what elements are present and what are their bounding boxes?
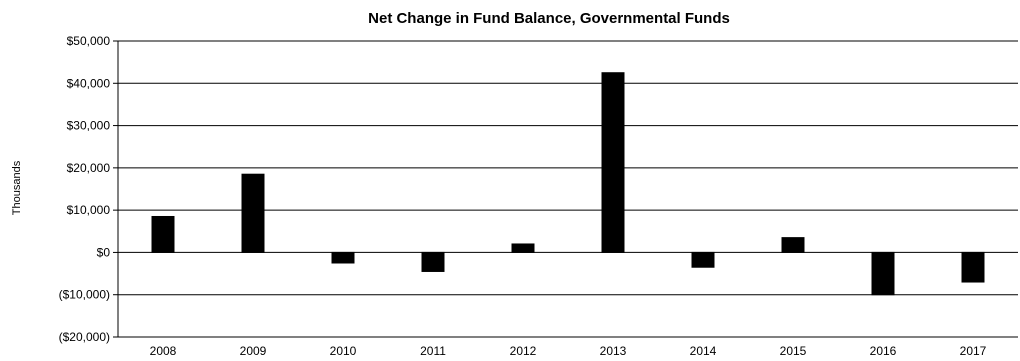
- x-tick-label: 2008: [150, 344, 177, 358]
- bar-2015: [781, 237, 805, 253]
- chart-title: Net Change in Fund Balance, Governmental…: [368, 10, 730, 27]
- y-tick-label: $40,000: [67, 76, 111, 90]
- y-tick-label: $10,000: [67, 203, 111, 217]
- x-tick-labels: 2008 2009 2010 2011 2012 2013 2014 2015 2016 2017: [150, 344, 987, 358]
- x-tick-label: 2010: [330, 344, 357, 358]
- bar-2017: [961, 251, 985, 283]
- y-tick-label: ($20,000): [59, 330, 110, 344]
- grid-lines: [118, 40, 1018, 338]
- bar-2008: [151, 215, 175, 253]
- x-tick-label: 2015: [780, 344, 807, 358]
- x-tick-label: 2013: [600, 344, 627, 358]
- bar-2009: [241, 173, 265, 253]
- x-tick-label: 2011: [420, 344, 446, 358]
- bar-2010: [331, 251, 355, 264]
- y-tick-label: $0: [97, 245, 111, 259]
- x-tick-label: 2016: [870, 344, 897, 358]
- x-tick-label: 2017: [960, 344, 987, 358]
- bars: [151, 72, 985, 296]
- y-tick-label: $20,000: [67, 161, 111, 175]
- bar-2013: [601, 72, 625, 253]
- x-tick-label: 2014: [690, 344, 717, 358]
- y-tick-label: $50,000: [67, 34, 111, 48]
- bar-2012: [511, 243, 535, 253]
- x-tick-label: 2012: [510, 344, 537, 358]
- axes: [113, 40, 119, 338]
- bar-2014: [691, 251, 715, 268]
- bar-2016: [871, 251, 895, 296]
- y-tick-labels: $50,000 $40,000 $30,000 $20,000 $10,000 $0 ($1…: [59, 34, 111, 344]
- x-tick-label: 2009: [240, 344, 267, 358]
- y-axis-label: Thousands: [11, 160, 23, 215]
- y-tick-label: $30,000: [67, 119, 111, 133]
- y-tick-label: ($10,000): [59, 288, 110, 302]
- bar-2011: [421, 251, 445, 272]
